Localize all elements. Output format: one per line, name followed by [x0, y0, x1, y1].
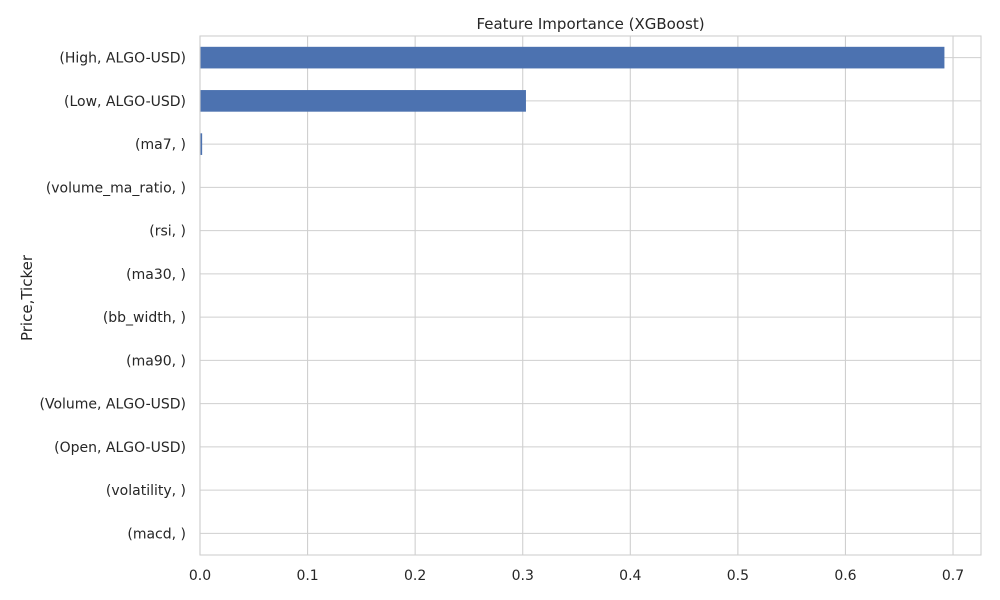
y-tick-label: (volume_ma_ratio, ) [46, 180, 186, 196]
x-tick-label: 0.2 [404, 568, 426, 584]
y-tick-label: (bb_width, ) [103, 310, 186, 326]
plot-background [200, 36, 981, 555]
x-tick-label: 0.6 [834, 568, 856, 584]
y-tick-label: (ma7, ) [135, 137, 186, 153]
plot-frame [199, 35, 982, 556]
bar-layer [200, 46, 945, 155]
x-tick-label: 0.0 [189, 568, 211, 584]
x-tick-label: 0.7 [942, 568, 964, 584]
bar [200, 90, 526, 112]
x-tick-labels: 0.0 0.1 0.2 0.3 0.4 0.5 0.6 0.7 [189, 568, 964, 584]
y-tick-label: (rsi, ) [149, 224, 186, 240]
y-tick-label: (ma30, ) [126, 267, 186, 283]
y-axis-label: Price,Ticker [18, 254, 36, 341]
grid-layer [199, 36, 981, 555]
x-tick-label: 0.4 [619, 568, 641, 584]
bar [200, 46, 945, 69]
x-tick-label: 0.3 [512, 568, 534, 584]
y-tick-label: (Open, ALGO-USD) [54, 440, 186, 456]
y-tick-label: (volatility, ) [106, 483, 186, 499]
y-tick-label: (macd, ) [127, 526, 186, 542]
y-tick-label: (ma90, ) [126, 353, 186, 369]
y-tick-label: (Low, ALGO-USD) [64, 94, 186, 110]
x-tick-label: 0.5 [727, 568, 749, 584]
y-tick-labels: (High, ALGO-USD) (Low, ALGO-USD) (ma7, ) (v… [40, 51, 187, 543]
x-tick-label: 0.1 [296, 568, 318, 584]
chart-title: Feature Importance (XGBoost) [476, 15, 704, 33]
bar [200, 133, 203, 155]
y-tick-label: (Volume, ALGO-USD) [40, 397, 187, 413]
y-tick-label: (High, ALGO-USD) [59, 51, 186, 67]
